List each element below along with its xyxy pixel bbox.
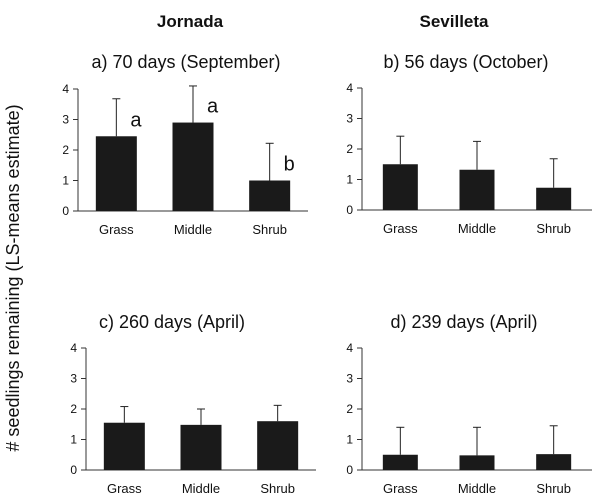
category-label: Grass	[107, 481, 142, 496]
panel-title: d) 239 days (April)	[390, 312, 537, 332]
y-tick-label: 2	[346, 402, 353, 416]
y-tick-label: 4	[346, 81, 353, 95]
significance-letter: a	[207, 96, 219, 118]
y-tick-label: 2	[62, 143, 69, 157]
category-label: Shrub	[536, 481, 571, 496]
y-axis-label: # seedlings remaining (LS-means estimate…	[3, 104, 23, 451]
panel-c: c) 260 days (April) 0 1 2 3 4 Grass Middle Shrub	[70, 312, 316, 496]
bar-shrub	[536, 187, 572, 210]
column-header-sevilleta: Sevilleta	[420, 12, 490, 31]
y-tick-label: 3	[346, 372, 353, 386]
y-tick-label: 4	[346, 341, 353, 355]
bar-grass	[382, 164, 418, 210]
y-tick-label: 3	[62, 113, 69, 127]
column-header-jornada: Jornada	[157, 12, 224, 31]
bar-shrub	[257, 421, 299, 470]
panel-title: a) 70 days (September)	[91, 52, 280, 72]
panels: a) 70 days (September) 0 1 2 3 4 Grass a Middle a…	[62, 52, 592, 496]
panel-d: d) 239 days (April) 0 1 2 3 4 Grass Middle Shrub	[346, 312, 592, 496]
category-label: Shrub	[252, 222, 287, 237]
panel-title: b) 56 days (October)	[383, 52, 548, 72]
category-label: Middle	[174, 222, 212, 237]
y-tick-label: 4	[70, 341, 77, 355]
y-tick-label: 0	[346, 463, 353, 477]
category-label: Middle	[182, 481, 220, 496]
y-tick-label: 3	[346, 112, 353, 126]
category-label: Middle	[458, 221, 496, 236]
bar-middle	[459, 169, 495, 210]
y-tick-label: 0	[70, 463, 77, 477]
bar-shrub	[249, 180, 291, 211]
bar-grass	[382, 454, 418, 470]
y-tick-label: 0	[346, 203, 353, 217]
bar-middle	[172, 122, 214, 211]
panel-b: b) 56 days (October) 0 1 2 3 4 Grass Middle Shru…	[346, 52, 592, 236]
bar-middle	[459, 455, 495, 470]
category-label: Grass	[99, 222, 134, 237]
panel-a: a) 70 days (September) 0 1 2 3 4 Grass a Middle a…	[62, 52, 308, 237]
significance-letter: b	[284, 154, 295, 176]
category-label: Shrub	[536, 221, 571, 236]
y-tick-label: 3	[70, 372, 77, 386]
category-label: Middle	[458, 481, 496, 496]
category-label: Grass	[383, 481, 418, 496]
panel-title: c) 260 days (April)	[99, 312, 245, 332]
y-tick-label: 4	[62, 82, 69, 96]
y-tick-label: 2	[70, 402, 77, 416]
bar-middle	[180, 424, 222, 470]
y-tick-label: 1	[62, 174, 69, 188]
category-label: Shrub	[260, 481, 295, 496]
bar-grass	[103, 422, 145, 470]
y-tick-label: 2	[346, 142, 353, 156]
bar-shrub	[536, 454, 572, 470]
bar-grass	[95, 136, 137, 211]
significance-letter: a	[130, 109, 142, 131]
y-tick-label: 0	[62, 204, 69, 218]
category-label: Grass	[383, 221, 418, 236]
y-tick-label: 1	[70, 433, 77, 447]
y-tick-label: 1	[346, 173, 353, 187]
y-tick-label: 1	[346, 433, 353, 447]
